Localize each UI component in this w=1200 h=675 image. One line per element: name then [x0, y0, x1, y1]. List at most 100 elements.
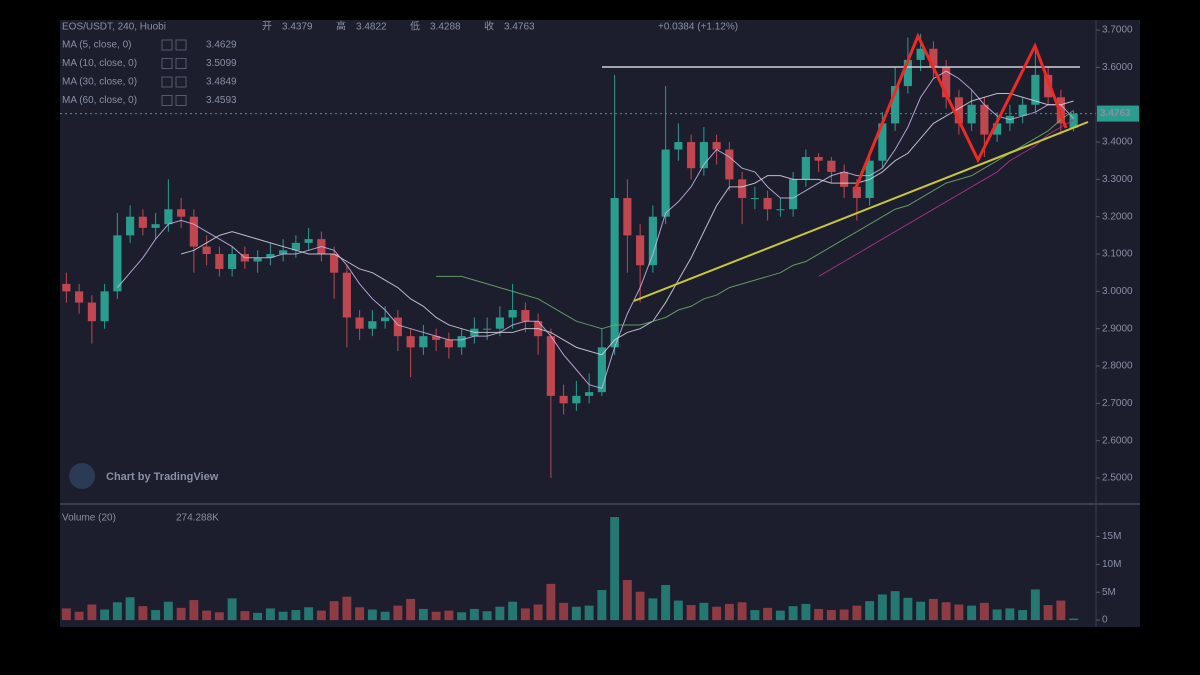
volume-bar — [495, 606, 505, 621]
candle-body — [87, 302, 96, 322]
ma-legend-value: 3.4849 — [206, 77, 237, 88]
volume-bar — [316, 610, 326, 621]
trend-line — [633, 121, 1089, 302]
candle-body — [508, 310, 517, 318]
ma-legend: MA (5, close, 0) — [62, 40, 131, 51]
candle-body — [840, 171, 849, 187]
volume-bar — [635, 591, 645, 621]
volume-bar — [214, 612, 224, 621]
candle-body — [1069, 113, 1078, 128]
candle-body — [164, 209, 173, 225]
candle-body — [1031, 74, 1040, 105]
volume-bar — [444, 610, 454, 621]
candle-body — [687, 142, 696, 169]
candle-body — [202, 246, 211, 255]
legend-button — [175, 95, 187, 106]
volume-bar — [571, 606, 581, 621]
candle-body — [699, 142, 708, 169]
volume-bar — [788, 606, 798, 621]
y-tick-label: 3.1000 — [1102, 249, 1133, 260]
candle-body — [623, 198, 632, 236]
ma-legend: MA (60, close, 0) — [62, 95, 137, 106]
volume-bar — [291, 610, 301, 621]
ma-legend: MA (10, close, 0) — [62, 58, 137, 69]
ma-legend-value: 3.4629 — [206, 40, 237, 51]
volume-bar — [852, 605, 862, 621]
quote-value: 3.4763 — [504, 22, 535, 33]
candle-body — [725, 149, 734, 180]
quote-label: 低 — [410, 20, 420, 33]
candle-body — [801, 156, 810, 180]
candle-body — [648, 216, 657, 266]
y-tick-label: 3.0000 — [1102, 286, 1133, 297]
candle-body — [559, 395, 568, 404]
volume-bar — [125, 597, 135, 621]
last-price-label: 3.4763 — [1100, 108, 1131, 119]
ma-legend-value: 3.4593 — [206, 95, 237, 106]
candle-body — [776, 209, 785, 211]
volume-bar — [100, 609, 110, 621]
volume-bar — [342, 596, 352, 621]
symbol-title: EOS/USDT, 240, Huobi — [62, 22, 166, 33]
volume-bar — [87, 604, 97, 621]
ma-legend-value: 3.5099 — [206, 58, 237, 69]
quote-label: 收 — [484, 20, 494, 33]
candle-body — [738, 179, 747, 199]
volume-bar — [202, 610, 212, 621]
volume-bar — [304, 607, 314, 621]
volume-bar — [648, 598, 658, 621]
candle-body — [495, 317, 504, 329]
y-tick-label: 3.2000 — [1102, 211, 1133, 222]
candle-body — [763, 198, 772, 210]
candle-body — [814, 156, 823, 161]
candle-body — [852, 186, 861, 199]
tv-logo — [69, 463, 95, 489]
candle-body — [483, 328, 492, 330]
volume-bar — [877, 594, 887, 621]
volume-bar — [865, 601, 875, 621]
candle-body — [916, 48, 925, 60]
candle-body — [993, 123, 1002, 135]
volume-bar — [406, 598, 416, 621]
volume-bar — [520, 608, 530, 621]
quote-label: 开 — [262, 22, 272, 33]
volume-bar — [253, 612, 263, 621]
legend-button — [175, 58, 187, 69]
volume-bar — [176, 607, 186, 621]
candle-body — [891, 86, 900, 124]
change: +0.0384 (+1.12%) — [658, 22, 738, 33]
volume-bar — [138, 606, 148, 621]
ma-line — [436, 109, 1074, 330]
volume-bar — [189, 600, 199, 621]
candle-body — [546, 336, 555, 396]
volume-bar — [418, 608, 428, 621]
candle-body — [342, 272, 351, 318]
volume-bar — [1056, 600, 1066, 621]
candle-body — [597, 347, 606, 393]
candle-body — [827, 160, 836, 172]
candle-body — [789, 179, 798, 210]
candle-body — [929, 48, 938, 68]
volume-bar — [546, 583, 556, 621]
candle-body — [279, 250, 288, 255]
y-tick-label: 2.5000 — [1102, 473, 1133, 484]
candle-body — [661, 149, 670, 217]
candle-body — [151, 224, 160, 228]
candle-body — [750, 198, 759, 200]
volume-bar — [661, 584, 671, 621]
candle-body — [419, 336, 428, 348]
volume-bar — [533, 604, 543, 621]
candle-body — [228, 254, 237, 269]
volume-bar — [469, 608, 479, 621]
y-tick-label: 2.8000 — [1102, 361, 1133, 372]
candle-body — [368, 321, 377, 329]
legend-button — [161, 95, 173, 106]
quote-label: 高 — [336, 20, 346, 33]
volume-bar — [393, 605, 403, 621]
volume-bar — [163, 601, 173, 621]
candle-body — [381, 317, 390, 322]
double-top-drawing — [853, 32, 1068, 191]
volume-bar — [151, 610, 161, 621]
candle-body — [100, 291, 109, 322]
